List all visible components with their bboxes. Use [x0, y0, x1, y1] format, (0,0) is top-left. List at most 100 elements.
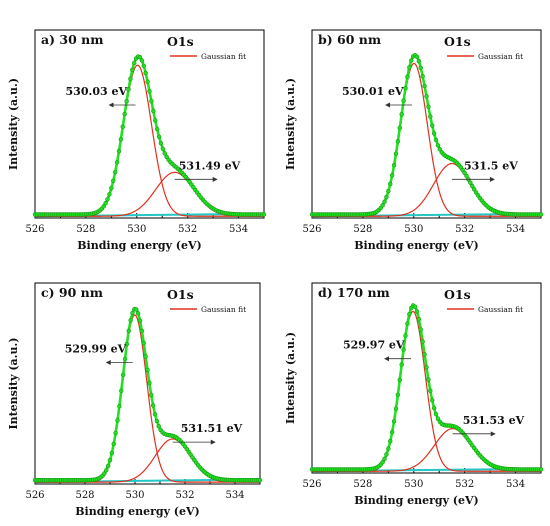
data-point — [139, 328, 145, 334]
data-point — [124, 341, 130, 347]
data-point — [538, 212, 544, 217]
data-point — [393, 406, 399, 411]
data-point — [134, 307, 139, 312]
x-tick-label: 532 — [455, 479, 474, 490]
x-tick-label: 526 — [302, 224, 321, 235]
x-tick-label: 528 — [353, 224, 372, 235]
data-point — [416, 58, 422, 64]
data-point — [128, 76, 133, 81]
data-point — [430, 398, 435, 403]
x-tick-label: 530 — [127, 224, 146, 235]
chart-panel-1: 526 528 530 532 534 Binding energy (eV) Intens… — [7, 29, 267, 252]
data-point — [428, 114, 433, 119]
data-point — [117, 404, 122, 409]
data-point — [418, 65, 423, 71]
data-point — [257, 478, 263, 483]
data-point — [395, 139, 401, 144]
data-point — [395, 392, 401, 398]
data-point — [130, 310, 135, 316]
panel-label: b) 60 nm — [318, 32, 381, 47]
data-point — [139, 58, 145, 63]
data-point — [401, 347, 406, 352]
data-point — [137, 55, 143, 60]
data-point — [386, 188, 391, 194]
fit-component-1 — [312, 310, 541, 472]
data-point — [403, 85, 408, 91]
data-point — [414, 309, 420, 314]
data-point — [422, 352, 427, 357]
data-point — [143, 70, 148, 76]
y-axis-title: Intensity (a.u.) — [7, 78, 20, 170]
x-tick-label: 532 — [455, 224, 474, 235]
data-point — [405, 74, 410, 80]
data-point — [397, 377, 402, 383]
panel-label: a) 30 nm — [41, 32, 103, 47]
data-point — [151, 108, 156, 114]
data-envelope — [312, 53, 541, 216]
x-axis-title: Binding energy (eV) — [77, 239, 202, 252]
core-level-title: O1s — [444, 34, 471, 49]
peak-arrowhead-1 — [384, 356, 390, 362]
data-point — [143, 354, 148, 359]
fit-component-2 — [35, 171, 264, 217]
x-tick-label: 530 — [125, 490, 144, 501]
data-point — [380, 460, 385, 465]
x-tick-label: 532 — [178, 224, 197, 235]
data-point — [384, 452, 389, 457]
plot-frame — [34, 29, 265, 219]
x-tick-label: 526 — [302, 479, 321, 490]
data-point — [472, 187, 477, 192]
x-tick-label: 532 — [175, 490, 194, 501]
data-point — [386, 446, 391, 451]
data-point — [113, 430, 118, 436]
data-point — [424, 94, 429, 99]
data-point — [462, 170, 467, 176]
chart-panel-2: 526 528 530 532 534 Binding energy (eV) Intens… — [284, 29, 544, 252]
x-tick-label: 528 — [76, 224, 95, 235]
data-point — [403, 333, 408, 338]
data-point — [149, 98, 154, 104]
data-point — [132, 60, 137, 66]
data-point — [160, 146, 166, 152]
legend-label: Gaussian fit — [201, 52, 246, 61]
x-tick-label: 526 — [25, 490, 44, 501]
data-point — [412, 304, 418, 309]
data-point — [154, 418, 160, 424]
data-point — [120, 372, 126, 378]
data-point — [111, 178, 116, 183]
x-axis-title: Binding energy (eV) — [75, 505, 200, 518]
data-point — [141, 340, 146, 346]
x-tick-label: 534 — [506, 479, 525, 490]
peak-arrowhead-1 — [108, 102, 114, 108]
chart-panel-4: 526 528 530 532 534 Binding energy (eV) Intens… — [284, 282, 544, 507]
panel-label: d) 170 nm — [318, 285, 390, 300]
data-point — [153, 118, 158, 123]
data-point — [114, 160, 120, 165]
x-tick-label: 528 — [75, 490, 94, 501]
peak-label-1: 529.99 eV — [65, 343, 127, 356]
data-point — [382, 456, 387, 462]
data-point — [152, 411, 158, 417]
plot-frame — [34, 282, 261, 485]
data-point — [391, 419, 397, 424]
data-point — [380, 203, 385, 208]
data-point — [428, 388, 433, 393]
data-point — [430, 123, 435, 128]
data-point — [115, 418, 120, 423]
data-point — [407, 311, 412, 317]
fit-component-1 — [35, 314, 260, 483]
data-envelope — [35, 307, 260, 482]
data-point — [407, 65, 412, 70]
data-point — [103, 201, 108, 206]
data-point — [156, 424, 161, 429]
data-point — [119, 388, 124, 394]
data-point — [401, 98, 406, 104]
core-level-title: O1s — [444, 287, 471, 302]
legend-label: Gaussian fit — [201, 305, 246, 314]
peak-label-2: 531.53 eV — [463, 414, 525, 427]
data-point — [405, 321, 410, 326]
data-point — [102, 471, 107, 476]
data-point — [135, 311, 141, 316]
data-point — [158, 141, 164, 146]
peak-arrowhead-1 — [105, 360, 111, 366]
